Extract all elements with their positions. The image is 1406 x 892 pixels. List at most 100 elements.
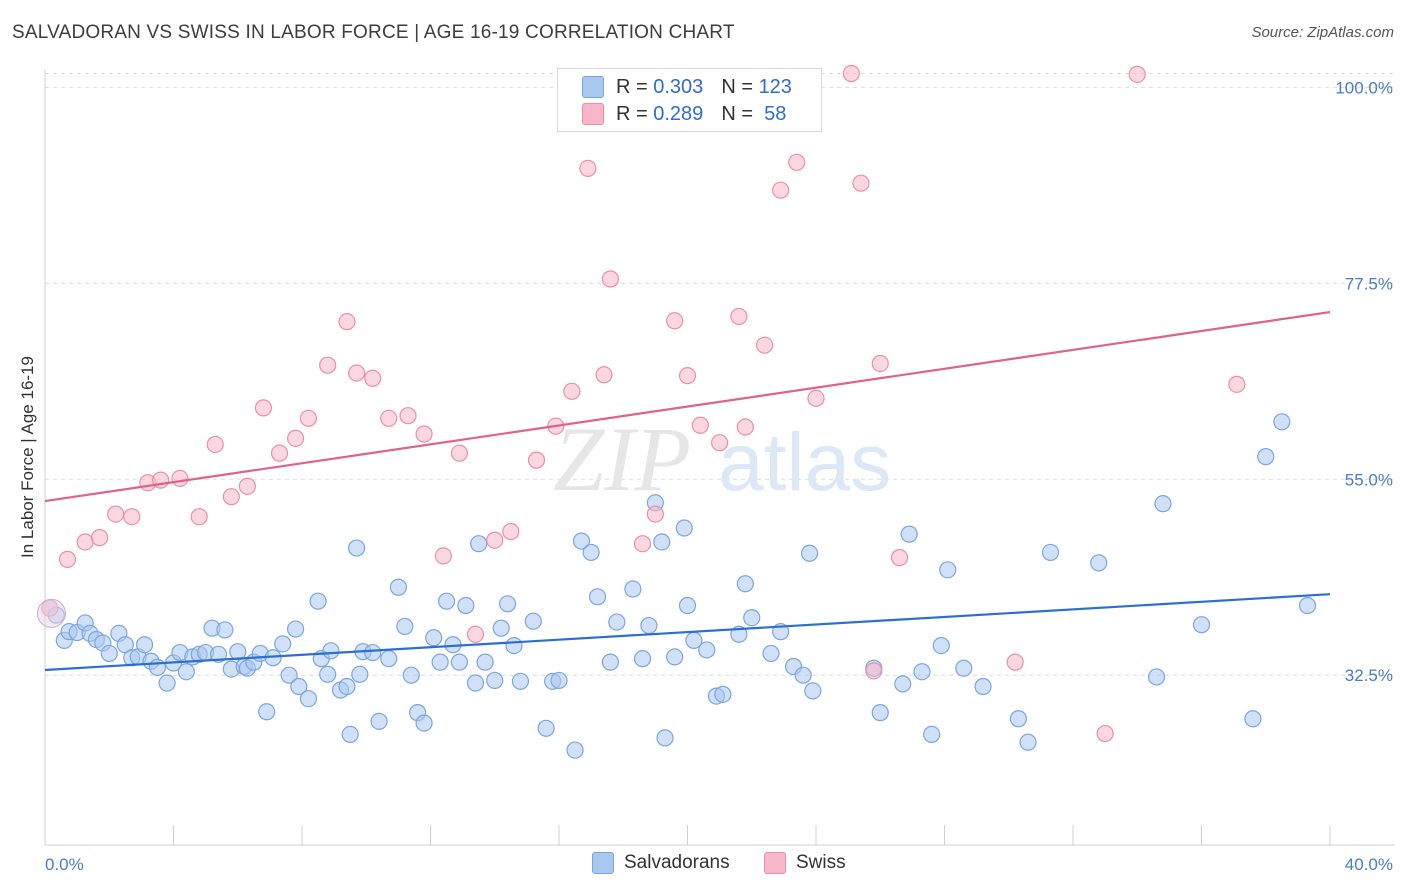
- salvadorans-point: [1147, 668, 1166, 686]
- salvadorans-swatch: [582, 76, 604, 98]
- salvadorans-point: [1192, 616, 1211, 634]
- legend-label-swiss: Swiss: [796, 852, 846, 873]
- legend-item-swiss: Swiss: [764, 852, 846, 874]
- swiss-legend-swatch: [764, 852, 786, 874]
- salvadorans-point: [389, 578, 407, 596]
- salvadorans-point: [537, 719, 555, 737]
- swiss-point: [842, 64, 860, 83]
- series-legend: Salvadorans Swiss: [0, 852, 1406, 878]
- salvadorans-point: [492, 619, 510, 637]
- swiss-point: [502, 522, 520, 541]
- swiss-point: [691, 416, 709, 434]
- y-tick-label: 32.5%: [1345, 666, 1393, 685]
- y-tick-label: 77.5%: [1345, 274, 1393, 293]
- salvadorans-point: [974, 677, 992, 696]
- salvadorans-point: [476, 653, 494, 671]
- r-label: R =: [616, 75, 648, 98]
- salvadorans-point: [955, 659, 973, 677]
- salvadorans-point: [499, 595, 517, 613]
- salvadorans-point: [1273, 413, 1291, 431]
- overlap-point: [36, 598, 66, 628]
- swiss-point: [107, 505, 125, 523]
- swiss-point: [486, 531, 504, 549]
- salvadorans-point: [258, 703, 276, 721]
- salvadorans-point: [209, 645, 228, 663]
- y-tick-label: 100.0%: [1335, 78, 1393, 97]
- watermark: ZIP atlas: [553, 408, 891, 510]
- salvadorans-point: [1019, 733, 1037, 751]
- swiss-point: [852, 174, 870, 192]
- salvadorans-point: [762, 644, 780, 663]
- swiss-point: [730, 307, 748, 326]
- salvadorans-point: [1244, 710, 1262, 728]
- legend-row-salvadorans: R = 0.303 N = 123: [582, 74, 792, 100]
- x-tick-label: 40.0%: [1345, 855, 1393, 874]
- salvadorans-point: [431, 653, 449, 671]
- salvadorans-point: [158, 674, 176, 692]
- salvadorans-point: [624, 580, 642, 598]
- salvadorans-point: [1041, 543, 1060, 562]
- salvadorans-point: [322, 642, 340, 660]
- salvadorans-point: [470, 535, 488, 553]
- salvadorans-point: [666, 648, 684, 666]
- swiss-point: [678, 367, 697, 385]
- swiss-point: [1096, 724, 1114, 743]
- swiss-point: [563, 382, 581, 400]
- n-value: 58: [764, 102, 787, 125]
- salvadorans-point: [348, 539, 366, 557]
- swiss-point: [270, 444, 289, 462]
- salvadorans-point: [274, 635, 292, 653]
- legend-label-salvadorans: Salvadorans: [624, 852, 730, 873]
- n-value: 123: [758, 75, 792, 98]
- swiss-point: [338, 313, 356, 331]
- salvadorans-point: [675, 519, 693, 537]
- salvadorans-point: [932, 636, 950, 655]
- swiss-point: [254, 399, 273, 417]
- salvadorans-point: [486, 671, 504, 690]
- swiss-point: [871, 354, 889, 373]
- swiss-point: [206, 435, 224, 454]
- source-credit: Source: ZipAtlas.com: [1251, 24, 1394, 41]
- salvadorans-point: [466, 674, 485, 692]
- swiss-point: [646, 505, 664, 523]
- salvadorans-point: [364, 643, 382, 662]
- swiss-point: [1228, 375, 1246, 393]
- salvadorans-point: [714, 685, 732, 703]
- salvadorans-point: [341, 725, 359, 744]
- salvadorans-point: [800, 544, 819, 562]
- salvadorans-point: [656, 729, 674, 747]
- salvadorans-point: [1090, 554, 1108, 572]
- salvadorans-point: [415, 714, 433, 732]
- salvadorans-point: [216, 621, 234, 639]
- n-label: N =: [721, 102, 753, 125]
- salvadorans-point: [913, 663, 931, 681]
- legend-row-swiss: R = 0.289 N = 58: [582, 101, 786, 127]
- y-axis-label: In Labor Force | Age 16-19: [18, 356, 37, 558]
- swiss-point: [595, 366, 613, 384]
- swiss-point: [76, 533, 94, 551]
- salvadorans-point: [794, 666, 812, 684]
- salvadorans-point: [135, 636, 154, 654]
- salvadorans-point: [100, 644, 118, 663]
- r-label: R =: [616, 102, 648, 125]
- salvadorans-point: [351, 665, 369, 683]
- salvadorans-point: [457, 596, 475, 615]
- salvadorans-point: [450, 653, 469, 671]
- series-swiss: [41, 64, 1246, 743]
- salvadorans-point: [396, 617, 414, 636]
- n-label: N =: [721, 75, 753, 98]
- salvadorans-point: [939, 561, 957, 579]
- salvadorans-point: [286, 620, 305, 638]
- salvadorans-point: [280, 666, 298, 684]
- swiss-point: [380, 409, 398, 427]
- swiss-point: [450, 444, 469, 462]
- salvadorans-point: [871, 704, 889, 722]
- salvadorans-point: [1257, 448, 1275, 466]
- salvadorans-point: [653, 533, 671, 551]
- salvadorans-point: [601, 653, 620, 671]
- swiss-point: [364, 369, 382, 387]
- salvadorans-point: [505, 636, 523, 655]
- salvadorans-point: [698, 641, 716, 659]
- salvadorans-point: [1154, 495, 1172, 513]
